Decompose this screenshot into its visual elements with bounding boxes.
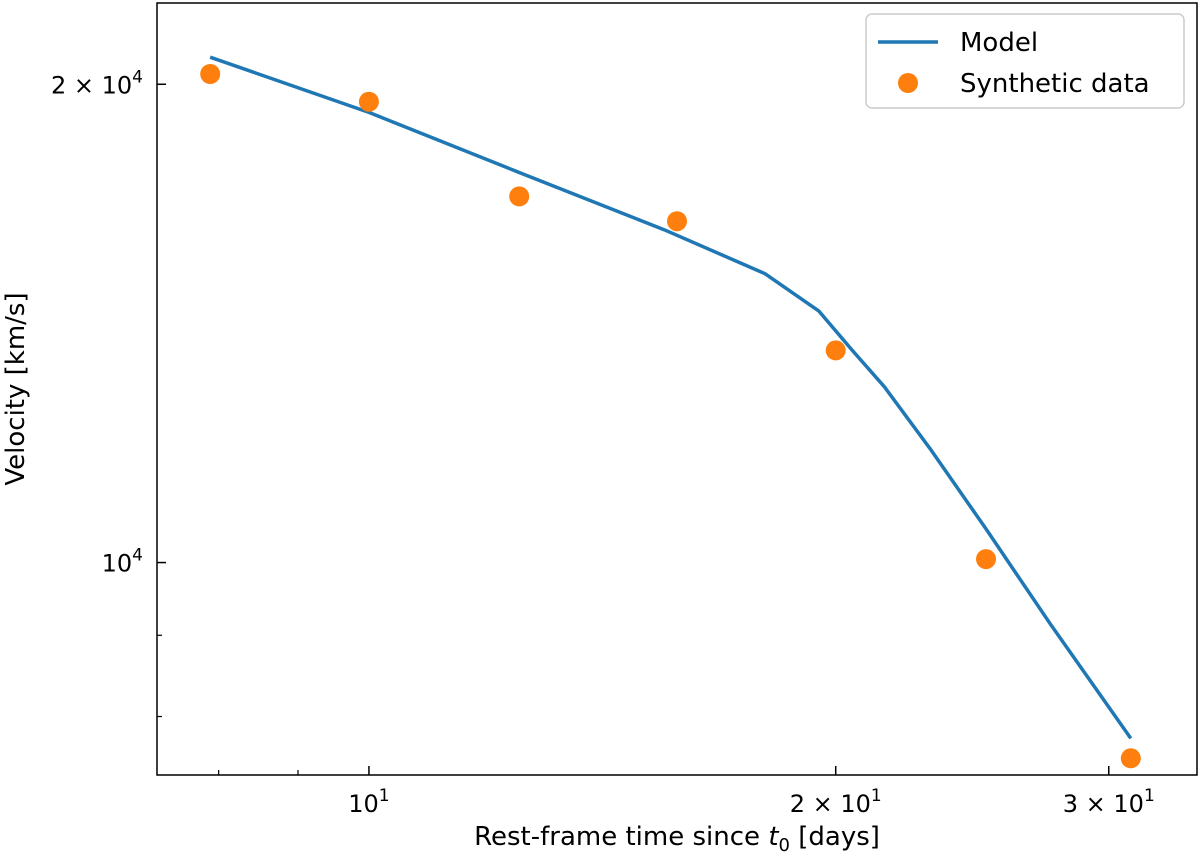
x-tick-label: 3 × 101	[1063, 786, 1155, 818]
model-line	[209, 55, 1133, 740]
legend-synthetic-marker-swatch	[898, 73, 918, 93]
axis-ticks: 101 2 × 101 3 × 101 104 2 × 104	[51, 67, 1155, 818]
synthetic-data-point	[667, 211, 687, 232]
synthetic-data-point	[976, 549, 996, 570]
x-axis-label: Rest-frame time since t0 [days]	[474, 822, 880, 856]
legend-frame	[865, 13, 1185, 109]
legend-synthetic-label: Synthetic data	[960, 69, 1150, 99]
y-tick-label: 104	[102, 546, 143, 578]
synthetic-data-point	[358, 91, 379, 112]
y-tick-label: 2 × 104	[51, 67, 143, 99]
synthetic-data-point	[1120, 748, 1141, 769]
axes-frame	[156, 2, 1198, 776]
synthetic-data-point	[509, 186, 530, 207]
synthetic-data-point	[825, 340, 846, 361]
y-axis-label: Velocity [km/s]	[1, 292, 31, 485]
legend: Model Synthetic data	[865, 13, 1185, 109]
legend-model-label: Model	[960, 28, 1038, 58]
x-tick-label: 101	[348, 786, 389, 818]
plot-area	[200, 55, 1141, 769]
x-tick-label: 2 × 101	[790, 786, 882, 818]
synthetic-data-point	[200, 64, 221, 84]
